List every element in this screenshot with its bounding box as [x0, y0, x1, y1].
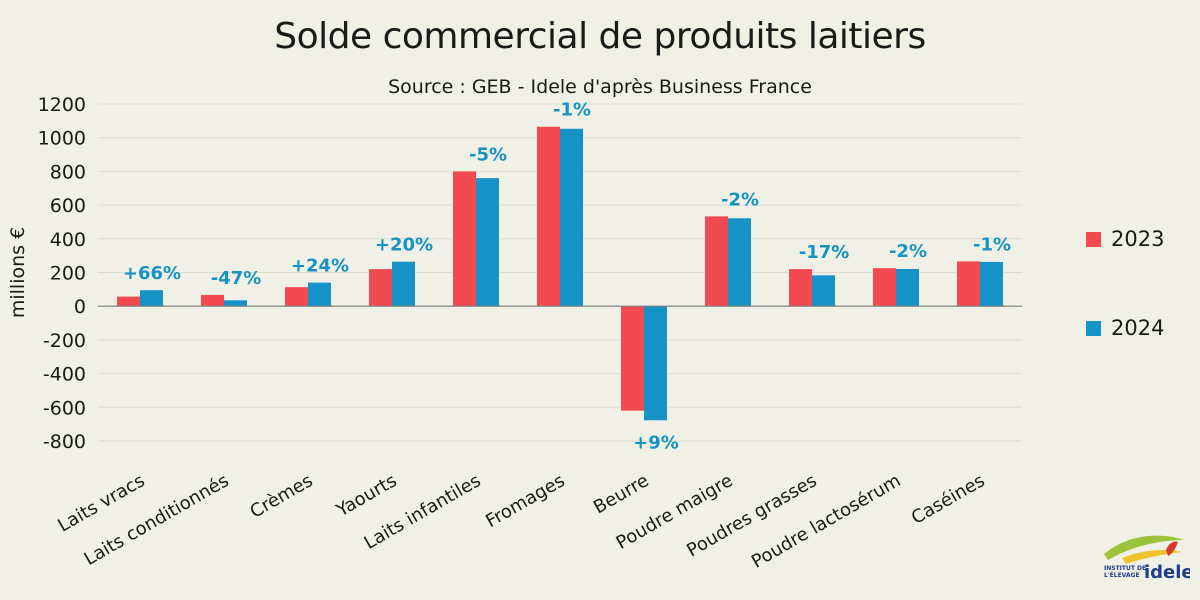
bar-2024: [560, 128, 583, 307]
x-tick-label: Crèmes: [247, 470, 317, 523]
bar-2024: [980, 261, 1003, 307]
bar-2024: [812, 275, 835, 307]
legend-item-2024: 2024: [1086, 316, 1164, 340]
bar-2023: [705, 216, 728, 307]
bar-2024: [392, 261, 415, 307]
bar-2024: [644, 306, 667, 421]
y-axis-label: millions €: [7, 227, 29, 318]
x-tick-label: Caséines: [908, 470, 989, 529]
x-tick-label: Beurre: [590, 470, 652, 518]
y-tick-label: 400: [50, 229, 86, 251]
bar-2023: [873, 268, 896, 307]
bar-2024: [896, 268, 919, 307]
bar-2023: [117, 296, 140, 307]
y-tick-label: 200: [50, 263, 86, 285]
bar-2023: [369, 269, 392, 307]
bar-annotation: +24%: [291, 256, 349, 277]
bars: [117, 126, 1003, 421]
chart-subtitle: Source : GEB - Idele d'après Business Fr…: [388, 76, 812, 98]
logo-swoosh-green: [1104, 535, 1184, 560]
x-tick-label: Poudre lactosérum: [748, 470, 905, 573]
legend-label-2024: 2024: [1111, 316, 1165, 340]
y-tick-label: -600: [43, 397, 86, 419]
bar-annotation: +20%: [375, 235, 433, 256]
bar-2023: [957, 261, 980, 307]
bar-2023: [285, 287, 308, 307]
legend-label-2023: 2023: [1111, 227, 1165, 251]
bar-2024: [476, 178, 499, 307]
bar-annotation: -1%: [553, 100, 591, 121]
idele-logo: INSTITUT DE L'ÉLEVAGE idele: [1104, 535, 1190, 583]
y-tick-label: 600: [50, 195, 86, 217]
y-tick-label: 1200: [38, 94, 86, 116]
logo-text-line2: L'ÉLEVAGE: [1104, 571, 1140, 579]
bar-2023: [201, 294, 224, 307]
y-tick-label: -800: [43, 431, 86, 453]
bar-2024: [224, 300, 247, 307]
x-tick-label: Laits conditionnés: [81, 470, 233, 570]
legend-swatch-2024: [1086, 320, 1101, 336]
labels: 1200 1000 800 600 400 200 0 -200 -400 -600 -800 mil…: [7, 94, 1011, 573]
logo-swoosh-yellow: [1122, 550, 1182, 564]
bar-annotation: -1%: [973, 234, 1011, 255]
chart-title: Solde commercial de produits laitiers: [274, 16, 926, 57]
bar-2024: [140, 290, 163, 307]
bar-annotation: +66%: [123, 263, 181, 284]
bar-annotation: -2%: [889, 241, 927, 262]
y-tick-label: -200: [43, 330, 86, 352]
bar-2023: [789, 269, 812, 307]
bar-2023: [537, 126, 560, 307]
x-tick-label: Yaourts: [332, 470, 400, 522]
bar-annotation: -17%: [799, 242, 850, 263]
bar-annotation: -47%: [211, 268, 262, 289]
x-tick-label: Fromages: [482, 470, 568, 532]
y-tick-label: -400: [43, 364, 86, 386]
bar-2023: [453, 171, 476, 307]
bar-annotation: +9%: [633, 432, 679, 453]
logo-text-line1: INSTITUT DE: [1104, 565, 1146, 572]
y-tick-label: 0: [74, 296, 86, 318]
bar-annotation: -5%: [469, 144, 507, 165]
y-tick-label: 800: [50, 161, 86, 183]
bar-2024: [308, 282, 331, 307]
logo-brand: idele: [1144, 562, 1190, 583]
bar-2024: [728, 218, 751, 307]
bar-2023: [621, 306, 644, 411]
y-tick-label: 1000: [38, 128, 86, 150]
logo-drop-red: [1166, 541, 1178, 556]
legend-item-2023: 2023: [1086, 227, 1164, 251]
bar-annotation: -2%: [721, 189, 759, 210]
legend-swatch-2023: [1086, 231, 1101, 247]
